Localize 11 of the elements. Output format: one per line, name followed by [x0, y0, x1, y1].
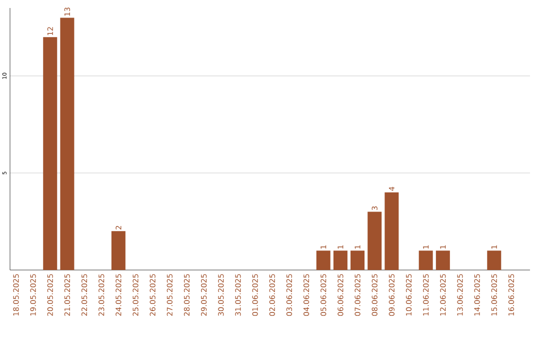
bar	[316, 250, 330, 270]
bar	[43, 37, 58, 270]
bar	[350, 250, 365, 270]
bar	[60, 18, 74, 270]
bar	[436, 250, 450, 270]
bar	[487, 250, 502, 270]
bar	[384, 192, 399, 270]
bar	[333, 250, 348, 270]
bar	[418, 250, 433, 270]
bar	[111, 231, 126, 270]
bar	[368, 212, 382, 270]
